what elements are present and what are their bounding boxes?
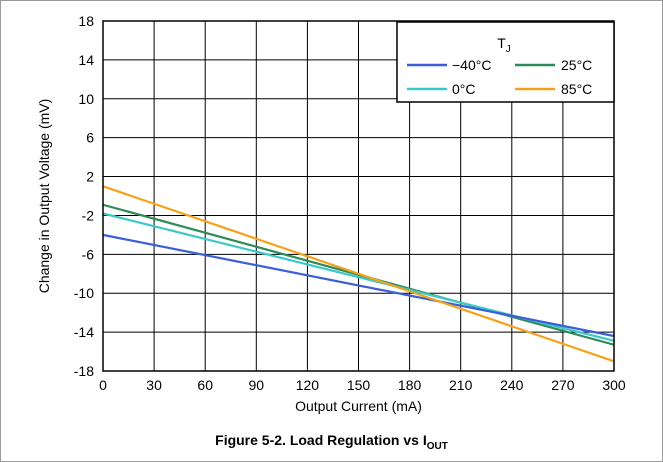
- y-tick-label: -6: [82, 246, 95, 262]
- figure-caption: Figure 5-2. Load Regulation vs IOUT: [0, 432, 663, 452]
- legend-title-subscript: J: [506, 44, 511, 55]
- y-tick-label: -2: [82, 207, 95, 223]
- x-tick-label: 240: [500, 377, 524, 393]
- x-tick-label: 30: [146, 377, 162, 393]
- legend-entry: 25°C: [561, 57, 592, 73]
- y-tick-label: 14: [78, 52, 94, 68]
- x-tick-label: 150: [347, 377, 371, 393]
- series-lines: [102, 185, 615, 363]
- y-tick-label: 10: [78, 91, 94, 107]
- y-tick-label: -14: [74, 324, 94, 340]
- plot-border: [102, 20, 615, 372]
- legend-entry: −40°C: [452, 57, 491, 73]
- y-tick-label: -10: [74, 285, 94, 301]
- y-tick-label: -18: [74, 363, 94, 379]
- y-tick-labels: 18 14 10 6 2 -2 -6 -10 -14 -18: [74, 13, 94, 379]
- x-tick-label: 120: [296, 377, 320, 393]
- x-tick-labels: 0 30 60 90 120 150 180 210 240 270 300: [99, 377, 626, 393]
- figure-caption-subscript: OUT: [426, 440, 448, 452]
- y-tick-label: 6: [86, 130, 94, 146]
- legend: TJ−40°C 25°C0°C 85°C: [396, 21, 615, 103]
- x-tick-label: 180: [398, 377, 422, 393]
- legend-entry: 0°C: [452, 81, 476, 97]
- x-tick-label: 90: [249, 377, 265, 393]
- series-line: [102, 233, 615, 338]
- legend-entry: 85°C: [561, 81, 592, 97]
- x-tick-label: 210: [449, 377, 473, 393]
- y-tick-label: 18: [78, 13, 94, 29]
- figure-caption-main: Figure 5-2. Load Regulation vs I: [215, 432, 427, 448]
- x-tick-label: 60: [197, 377, 213, 393]
- series-line: [102, 185, 615, 363]
- y-axis-label: Change in Output Voltage (mV): [36, 99, 52, 294]
- x-tick-label: 300: [602, 377, 626, 393]
- x-tick-label: 0: [99, 377, 107, 393]
- y-tick-label: 2: [86, 169, 94, 185]
- x-axis-label: Output Current (mA): [295, 398, 422, 414]
- x-tick-label: 270: [551, 377, 575, 393]
